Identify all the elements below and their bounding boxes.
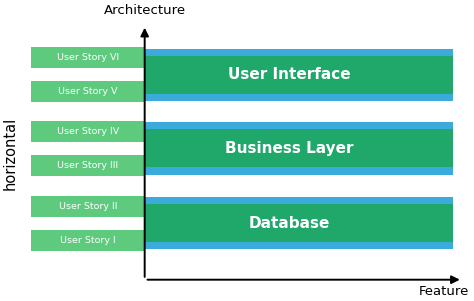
Bar: [31, 196, 145, 217]
Bar: [31, 155, 145, 176]
Text: Database: Database: [249, 216, 330, 231]
Bar: [31, 121, 145, 142]
Bar: [145, 204, 435, 242]
Bar: [435, 56, 453, 94]
Bar: [145, 48, 453, 101]
Text: User Story II: User Story II: [59, 202, 117, 211]
Text: User Story I: User Story I: [60, 236, 116, 245]
Bar: [145, 122, 453, 175]
Text: horizontal: horizontal: [2, 117, 18, 190]
Bar: [145, 197, 453, 250]
Text: Feature: Feature: [419, 285, 470, 298]
Text: User Story III: User Story III: [57, 161, 118, 170]
Bar: [31, 81, 145, 102]
Text: User Story IV: User Story IV: [57, 127, 119, 136]
Bar: [435, 129, 453, 167]
Bar: [145, 129, 435, 167]
Text: User Story VI: User Story VI: [57, 53, 119, 62]
Text: Business Layer: Business Layer: [226, 141, 354, 156]
Text: Architecture: Architecture: [104, 4, 186, 17]
Bar: [435, 204, 453, 242]
Bar: [31, 230, 145, 251]
Text: User Interface: User Interface: [228, 67, 351, 82]
Bar: [31, 47, 145, 68]
Text: User Story V: User Story V: [58, 87, 118, 96]
Bar: [145, 56, 435, 94]
